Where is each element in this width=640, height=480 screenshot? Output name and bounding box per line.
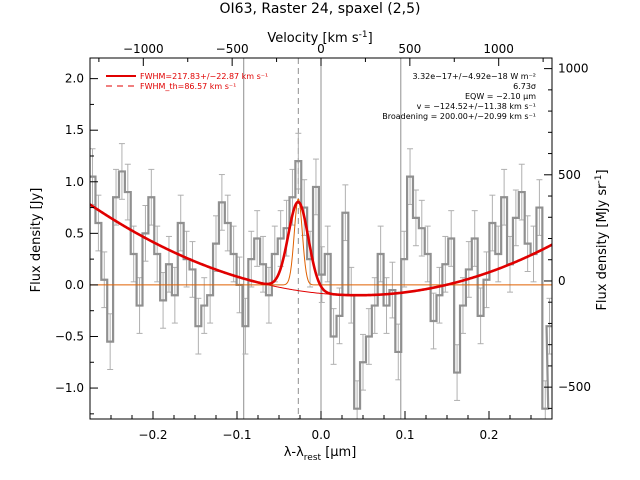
legend: FWHM=217.83+/−22.87 km s⁻¹ FWHM_th=86.57… — [106, 72, 268, 91]
fit-curve — [90, 200, 552, 297]
v-tick-label: −1000 — [123, 42, 164, 56]
legend-label-dashed: FWHM_th=86.57 km s⁻¹ — [140, 82, 236, 91]
r-tick-label: 500 — [558, 168, 581, 182]
y-axis-title-right: Flux density [MJy sr-1] — [594, 169, 610, 310]
v-tick-label: 1000 — [483, 42, 514, 56]
y-tick-label: 1.0 — [65, 175, 84, 189]
x-tick-label: −0.1 — [222, 428, 251, 442]
r-tick-label: 0 — [558, 274, 566, 288]
annotation-sigma: 6.73σ — [513, 82, 536, 91]
spectrum-series — [90, 160, 552, 410]
top-axis-title: Velocity [km s-1] — [267, 30, 372, 46]
v-tick-label: 500 — [398, 42, 421, 56]
y-tick-label: −1.0 — [55, 381, 84, 395]
x-tick-label: −0.2 — [138, 428, 167, 442]
y-axis-title-left: Flux density [Jy] — [29, 188, 44, 293]
x-axis-title: λ-λrest [μm] — [284, 445, 357, 463]
legend-label-solid: FWHM=217.83+/−22.87 km s⁻¹ — [140, 72, 268, 81]
fit-annotations: 3.32e−17+/−4.92e−18 W m⁻² 6.73σ EQW = −2… — [382, 72, 536, 121]
spectrum-line — [90, 160, 552, 410]
y-tick-label: 0.0 — [65, 278, 84, 292]
fit-series — [90, 198, 552, 297]
annotation-flux: 3.32e−17+/−4.92e−18 W m⁻² — [412, 72, 536, 81]
annotation-eqw: EQW = −2.10 μm — [465, 92, 536, 101]
chart-title: OI63, Raster 24, spaxel (2,5) — [220, 1, 421, 17]
r-tick-label: −500 — [558, 380, 591, 394]
x-tick-label: 0.0 — [311, 428, 330, 442]
annotation-velocity: v = −124.52+/−11.38 km s⁻¹ — [417, 102, 536, 111]
y-tick-label: −0.5 — [55, 329, 84, 343]
r-tick-label: 1000 — [558, 62, 589, 76]
x-tick-label: 0.1 — [395, 428, 414, 442]
y-tick-label: 2.0 — [65, 72, 84, 86]
axis-ticks: −0.2 −0.1 0.0 0.1 0.2 −1000 −500 0 500 1000 −1.0 −0… — [55, 42, 591, 442]
annotation-broadening: Broadening = 200.00+/−20.99 km s⁻¹ — [382, 112, 536, 121]
v-tick-label: −500 — [216, 42, 249, 56]
y-tick-label: 1.5 — [65, 123, 84, 137]
x-tick-label: 0.2 — [479, 428, 498, 442]
y-tick-label: 0.5 — [65, 226, 84, 240]
v-tick-label: 0 — [317, 42, 325, 56]
reference-lines — [243, 58, 402, 419]
